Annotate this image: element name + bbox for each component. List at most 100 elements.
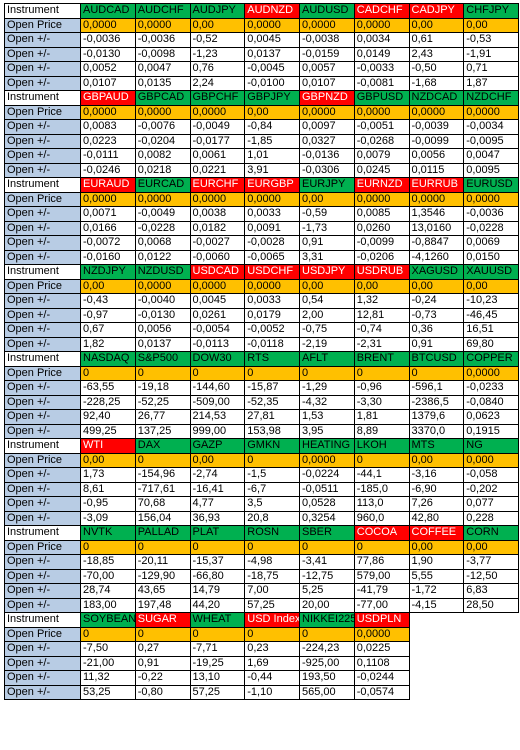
open-price: 0,0000 [134, 191, 191, 207]
change-value: -144,60 [189, 380, 246, 396]
change-label: Open +/- [4, 467, 81, 483]
change-value: -52,25 [134, 394, 191, 410]
change-value: -0,0095 [463, 133, 519, 149]
instrument-name: USD Index [244, 612, 300, 628]
change-label: Open +/- [4, 655, 81, 671]
open-price: 0,0000 [80, 104, 136, 120]
change-label: Open +/- [4, 235, 81, 251]
change-label: Open +/- [4, 46, 81, 62]
change-value: 153,98 [244, 423, 300, 439]
change-value: -19,25 [189, 655, 246, 671]
change-value: 14,79 [189, 583, 246, 599]
change-value: -0,53 [463, 32, 519, 48]
instrument-name: USDCHF [244, 264, 300, 280]
change-value: -3,16 [408, 467, 465, 483]
change-value: 0,0045 [244, 32, 300, 48]
change-value: -0,0072 [80, 235, 136, 251]
change-value: 0,0137 [244, 46, 300, 62]
change-label: Open +/- [4, 554, 81, 570]
instrument-name: USDJPY [299, 264, 355, 280]
open-price-row: Open Price 0,00 0 0,00 0 0,0000 0 0,00 0,000 [4, 452, 519, 468]
change-row: Open +/- -18,85 -20,11 -15,37 -4,98 -3,41 77,8… [4, 554, 519, 570]
change-value: -18,85 [80, 554, 136, 570]
change-value: 3370,0 [408, 423, 465, 439]
open-price: 0 [244, 626, 300, 642]
change-value: 183,00 [80, 597, 136, 613]
change-value: -0,97 [80, 307, 136, 323]
change-value: 113,0 [353, 496, 410, 512]
change-row: Open +/- -3,09 156,04 36,93 20,8 0,3254 960,0 4… [4, 510, 519, 526]
change-value: 0,0045 [189, 293, 246, 309]
instrument-label: Instrument [4, 438, 81, 454]
change-label: Open +/- [4, 597, 81, 613]
change-value: -717,61 [134, 481, 191, 497]
change-value: 0,0056 [134, 322, 191, 338]
instrument-name: BRENT [353, 351, 410, 367]
instrument-name: NASDAQ [80, 351, 136, 367]
change-label: Open +/- [4, 307, 81, 323]
header-row: Instrument NZDJPY NZDUSD USDCAD USDCHF USDJPY… [4, 264, 519, 280]
open-price: 0 [353, 452, 410, 468]
change-value: 156,04 [134, 510, 191, 526]
change-value: -0,22 [134, 670, 191, 686]
open-price-row: Open Price 0,00 0,0000 0,0000 0,0000 0,00 0,00… [4, 278, 519, 294]
change-row: Open +/- 8,61 -717,61 -16,41 -6,7 -0,0511 -185… [4, 481, 519, 497]
change-value: -0,0040 [134, 293, 191, 309]
change-value: 0,0122 [134, 249, 191, 265]
open-price-label: Open Price [4, 452, 81, 468]
instrument-name: LKOH [353, 438, 410, 454]
change-value: -52,35 [244, 394, 300, 410]
change-value: 1,90 [408, 554, 465, 570]
instrument-name: GBPCHF [189, 90, 246, 106]
instrument-name: HEATING [299, 438, 355, 454]
change-value: -0,84 [244, 119, 300, 135]
change-value: 43,65 [134, 583, 191, 599]
instrument-name: S&P500 [134, 351, 191, 367]
open-price: 0 [80, 539, 136, 555]
change-row: Open +/- 11,32 -0,22 13,10 -0,44 193,50 -0,024… [4, 670, 519, 686]
change-value: 0,61 [408, 32, 465, 48]
instrument-name: MTS [408, 438, 465, 454]
change-value: 0,0038 [189, 206, 246, 222]
change-value: -66,80 [189, 568, 246, 584]
change-label: Open +/- [4, 293, 81, 309]
open-price: 0,00 [80, 452, 136, 468]
instrument-name: USDRUB [353, 264, 410, 280]
change-value: -0,058 [463, 467, 519, 483]
change-label: Open +/- [4, 684, 81, 700]
open-price-row: Open Price 0 0 0 0 0 0,0000 [4, 626, 519, 642]
instrument-name: AUDCHF [134, 3, 191, 19]
change-value: 0,077 [463, 496, 519, 512]
change-label: Open +/- [4, 119, 81, 135]
instrument-name: BTCUSD [408, 351, 465, 367]
header-row: Instrument GBPAUD GBPCAD GBPCHF GBPJPY GBPNZD… [4, 90, 519, 106]
change-row: Open +/- 28,74 43,65 14,79 7,00 5,25 -41,79 -1,… [4, 583, 519, 599]
change-value: -0,0160 [80, 249, 136, 265]
open-price: 0,0000 [463, 191, 519, 207]
change-value: 44,20 [189, 597, 246, 613]
change-value: -0,0034 [463, 119, 519, 135]
change-value: -2,31 [353, 336, 410, 352]
change-value: 137,25 [134, 423, 191, 439]
open-price: 0,0000 [134, 104, 191, 120]
open-price: 0,0000 [353, 17, 410, 33]
open-price-label: Open Price [4, 104, 81, 120]
change-value: 7,26 [408, 496, 465, 512]
instrument-name: GBPUSD [353, 90, 410, 106]
open-price: 0,0000 [463, 365, 519, 381]
open-price: 0,0000 [299, 104, 355, 120]
change-value: 0,0034 [353, 32, 410, 48]
open-price: 0 [299, 626, 355, 642]
change-row: Open +/- -0,97 -0,0130 0,0261 0,0179 2,00 12,8… [4, 307, 519, 323]
change-value: -0,0038 [299, 32, 355, 48]
change-value: -1,29 [299, 380, 355, 396]
change-value: -15,87 [244, 380, 300, 396]
instrument-name: GMKN [244, 438, 300, 454]
instrument-name: GBPJPY [244, 90, 300, 106]
open-price: 0,00 [463, 539, 519, 555]
open-price: 0,00 [408, 278, 465, 294]
change-value: 214,53 [189, 409, 246, 425]
change-value: -4,1260 [408, 249, 465, 265]
open-price: 0,00 [299, 191, 355, 207]
instrument-label: Instrument [4, 264, 81, 280]
